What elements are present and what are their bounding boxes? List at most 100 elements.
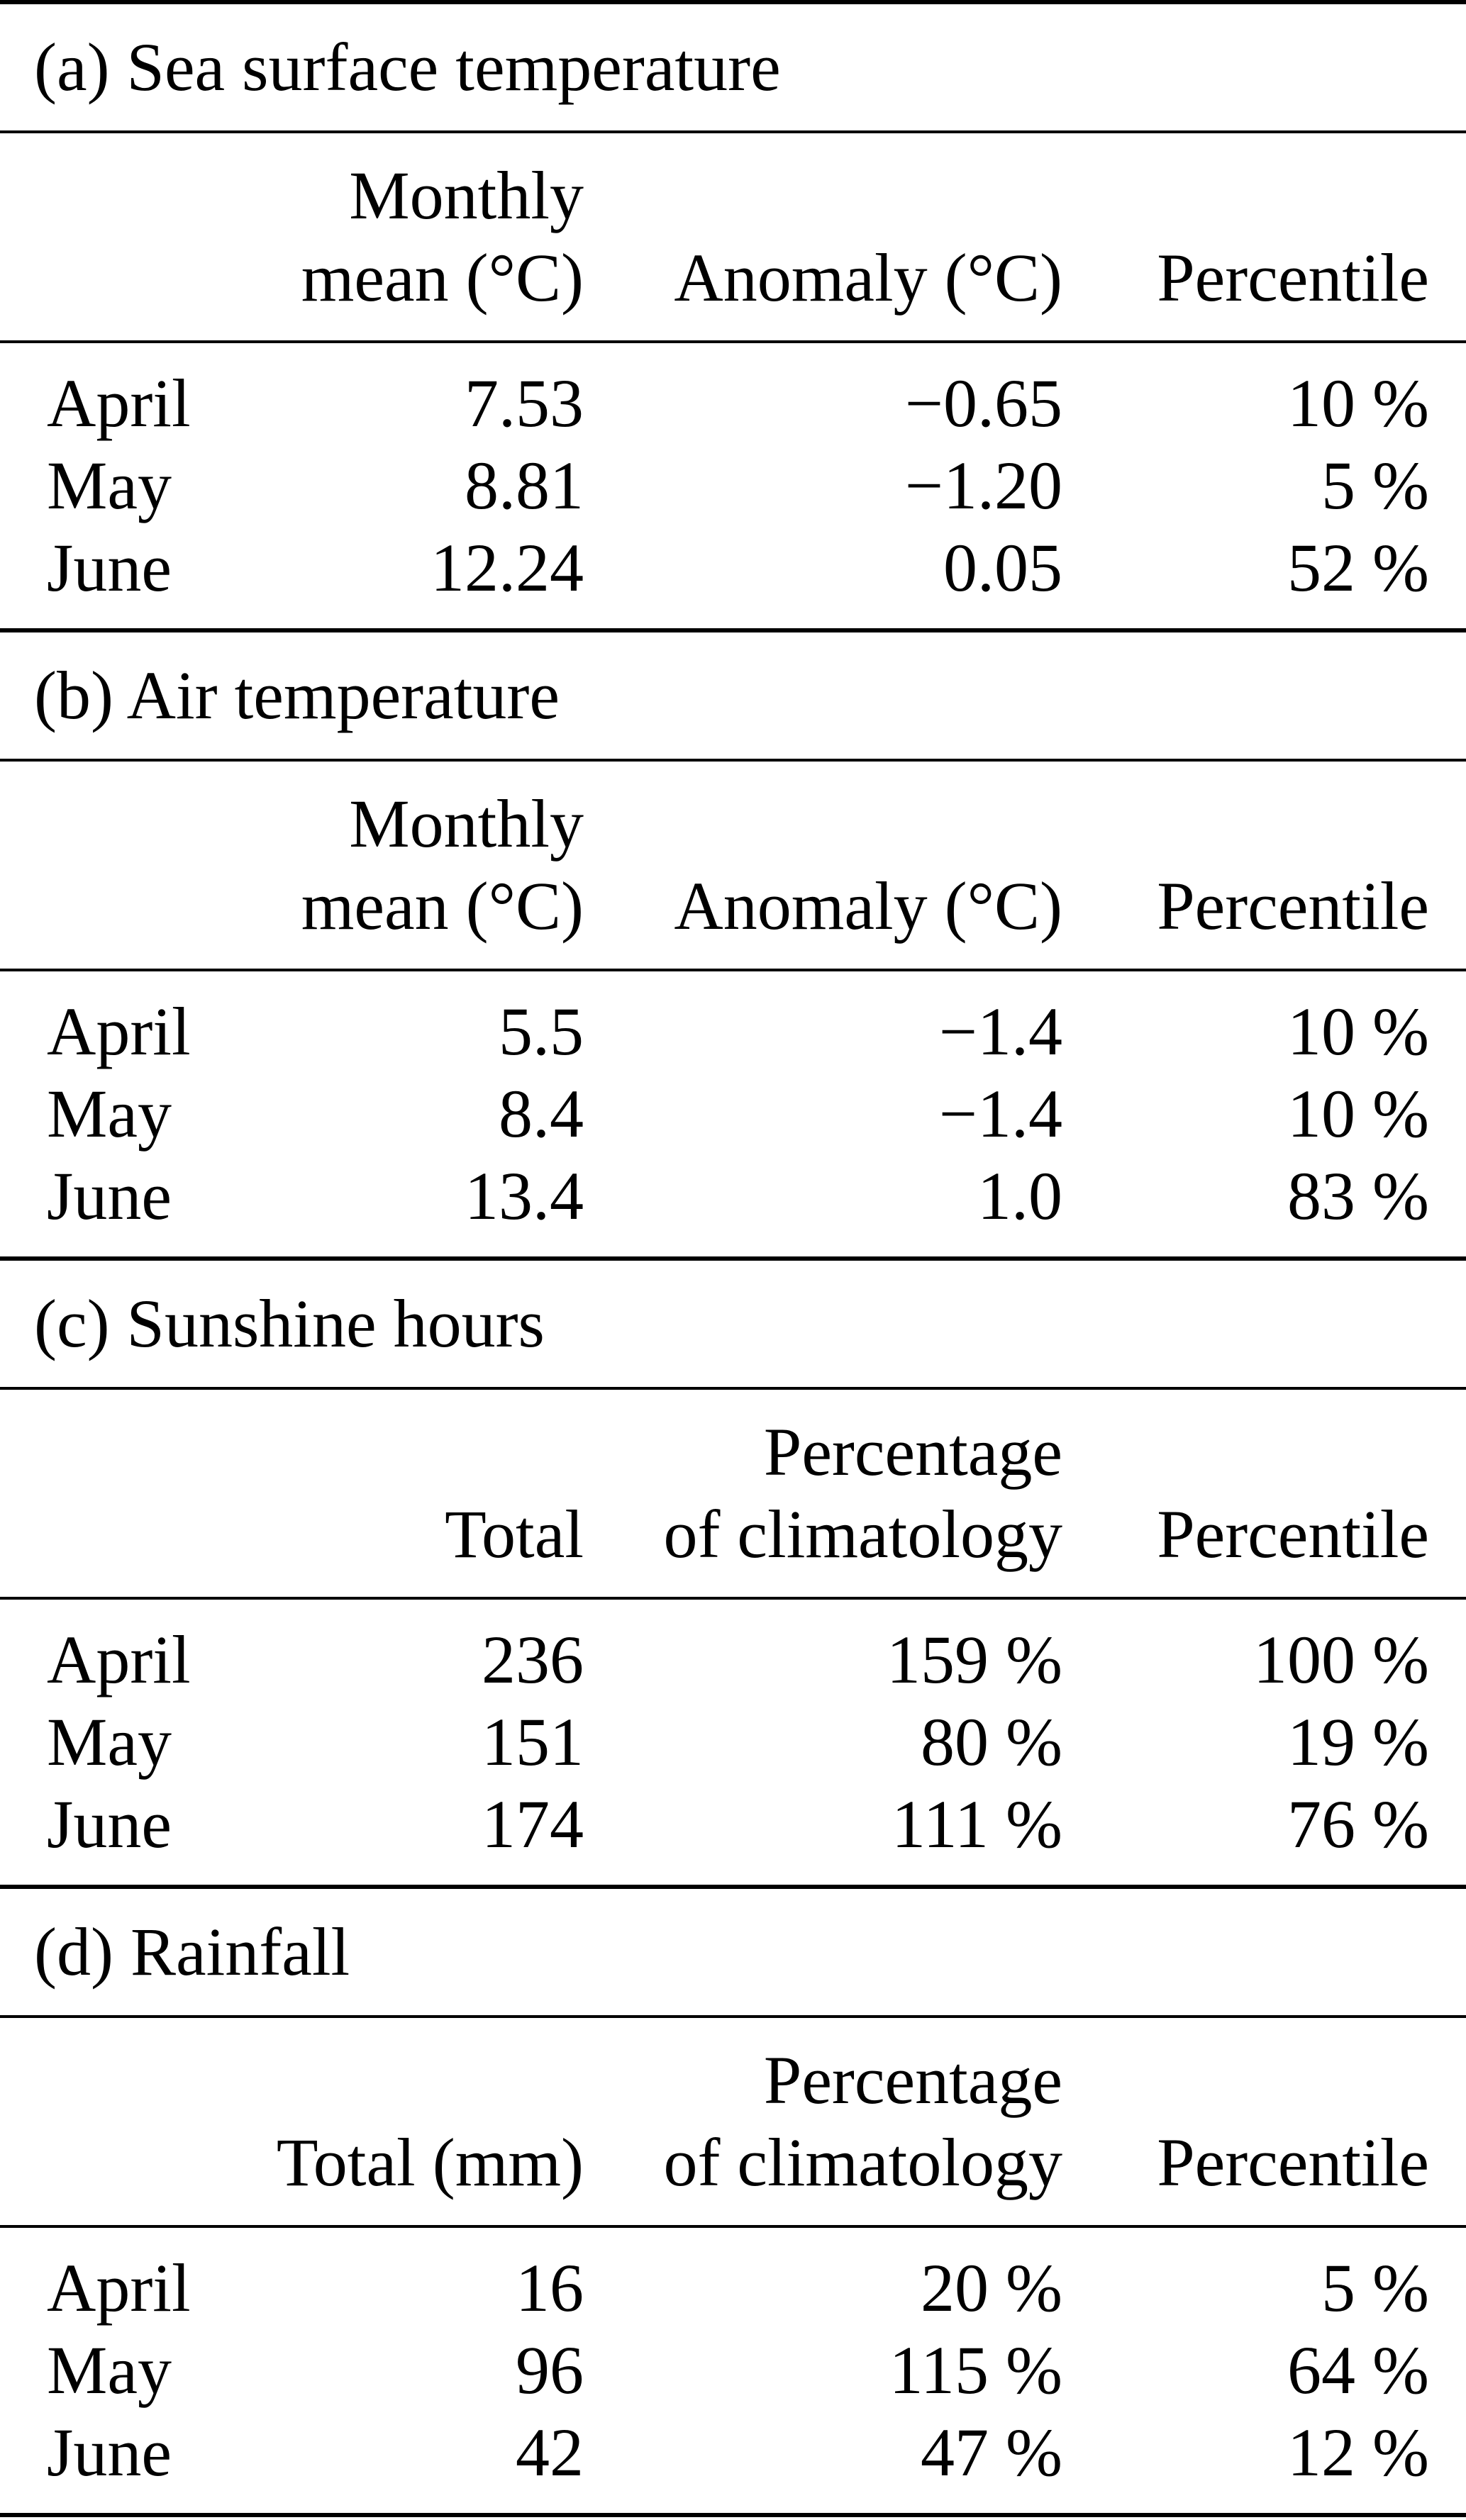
- cell-value: 80 %: [921, 1704, 1062, 1780]
- cell-value: 10 %: [1287, 365, 1429, 441]
- column-header: Percentage: [763, 2042, 1062, 2118]
- table-row: May 151 80 % 19 %: [0, 1701, 1466, 1783]
- column-header-block: Monthly mean (°C) Anomaly (°C) Percentil…: [0, 133, 1466, 340]
- header-row: Total (mm) of climatology Percentile: [0, 2122, 1466, 2204]
- table-row: June 13.4 1.0 83 %: [0, 1155, 1466, 1237]
- table-row: April 5.5 −1.4 10 %: [0, 991, 1466, 1073]
- rule: [0, 759, 1466, 762]
- rule: [0, 969, 1466, 971]
- table-row: June 12.24 0.05 52 %: [0, 527, 1466, 609]
- cell-value: 7.53: [465, 365, 584, 441]
- column-header: Monthly: [349, 786, 584, 862]
- section-sea-surface-temperature: (a) Sea surface temperature Monthly mean…: [0, 4, 1466, 628]
- section-title: (b) Air temperature: [34, 657, 560, 733]
- column-header: [47, 2122, 260, 2204]
- header-row: Monthly: [0, 155, 1466, 237]
- header-row: Percentage: [0, 1411, 1466, 1493]
- cell-value: 20 %: [921, 2250, 1062, 2326]
- cell-value: 0.05: [943, 530, 1062, 606]
- cell-value: 174: [482, 1786, 584, 1862]
- column-header: of climatology: [663, 2124, 1062, 2200]
- cell-value: 47 %: [921, 2414, 1062, 2490]
- cell-value: 10 %: [1287, 993, 1429, 1069]
- cell-value: 10 %: [1287, 1076, 1429, 1152]
- cell-month: May: [47, 1704, 172, 1780]
- cell-value: 64 %: [1287, 2332, 1429, 2408]
- cell-value: 13.4: [465, 1158, 584, 1234]
- rule: [0, 1597, 1466, 1600]
- cell-value: 159 %: [887, 1622, 1062, 1697]
- cell-month: June: [47, 2414, 172, 2490]
- cell-value: 100 %: [1253, 1622, 1429, 1697]
- table-row: May 96 115 % 64 %: [0, 2329, 1466, 2412]
- rule-bottom: [0, 2513, 1466, 2517]
- column-header: [1062, 783, 1429, 865]
- column-header: [47, 237, 260, 319]
- column-header: [584, 155, 1062, 237]
- cell-value: 83 %: [1287, 1158, 1429, 1234]
- column-header: Percentile: [1157, 2124, 1429, 2200]
- column-header: [1062, 2039, 1429, 2122]
- column-header: [260, 2039, 584, 2122]
- rule: [0, 340, 1466, 343]
- column-header: [1062, 1411, 1429, 1493]
- cell-month: June: [47, 1158, 172, 1234]
- cell-month: May: [47, 447, 172, 523]
- column-header: [47, 783, 260, 865]
- table-row: June 174 111 % 76 %: [0, 1783, 1466, 1866]
- data-rows: April 236 159 % 100 % May 151 80 % 19 % …: [0, 1600, 1466, 1885]
- header-row: Monthly: [0, 783, 1466, 865]
- column-header: [584, 783, 1062, 865]
- data-rows: April 7.53 −0.65 10 % May 8.81 −1.20 5 %…: [0, 343, 1466, 628]
- cell-value: 151: [482, 1704, 584, 1780]
- cell-month: April: [47, 1622, 191, 1697]
- cell-month: June: [47, 530, 172, 606]
- rule: [0, 2015, 1466, 2018]
- column-header: Percentage: [763, 1414, 1062, 1490]
- rule: [0, 1387, 1466, 1390]
- data-rows: April 5.5 −1.4 10 % May 8.4 −1.4 10 % Ju…: [0, 971, 1466, 1256]
- section-sunshine-hours: (c) Sunshine hours Percentage Total of c…: [0, 1261, 1466, 1885]
- cell-value: 19 %: [1287, 1704, 1429, 1780]
- column-header: Percentile: [1157, 1496, 1429, 1572]
- cell-value: 111 %: [892, 1786, 1062, 1862]
- header-row: Percentage: [0, 2039, 1466, 2122]
- column-header: mean (°C): [301, 868, 584, 944]
- cell-value: −1.20: [904, 447, 1062, 523]
- cell-value: 1.0: [977, 1158, 1062, 1234]
- rule-section-divider: [0, 628, 1466, 632]
- cell-value: 12 %: [1287, 2414, 1429, 2490]
- cell-value: 5.5: [499, 993, 584, 1069]
- cell-value: −1.4: [938, 1076, 1062, 1152]
- section-air-temperature: (b) Air temperature Monthly mean (°C) An…: [0, 632, 1466, 1256]
- column-header: [1062, 155, 1429, 237]
- column-header-block: Percentage Total (mm) of climatology Per…: [0, 2018, 1466, 2225]
- table-row: April 236 159 % 100 %: [0, 1619, 1466, 1701]
- column-header: Percentile: [1157, 868, 1429, 944]
- section-rainfall: (d) Rainfall Percentage Total (mm) of cl…: [0, 1889, 1466, 2513]
- section-title: (c) Sunshine hours: [34, 1286, 545, 1361]
- section-title: (d) Rainfall: [34, 1914, 350, 1990]
- rule-section-divider: [0, 1256, 1466, 1261]
- column-header: Anomaly (°C): [674, 240, 1062, 316]
- rule: [0, 2225, 1466, 2228]
- column-header: mean (°C): [301, 240, 584, 316]
- table-row: May 8.81 −1.20 5 %: [0, 445, 1466, 527]
- cell-month: May: [47, 1076, 172, 1152]
- cell-value: 42: [516, 2414, 584, 2490]
- header-row: mean (°C) Anomaly (°C) Percentile: [0, 865, 1466, 947]
- column-header: [47, 2039, 260, 2122]
- data-rows: April 16 20 % 5 % May 96 115 % 64 % June…: [0, 2228, 1466, 2513]
- cell-value: −1.4: [938, 993, 1062, 1069]
- cell-value: 5 %: [1321, 447, 1429, 523]
- rule: [0, 130, 1466, 133]
- cell-value: 12.24: [431, 530, 584, 606]
- cell-month: April: [47, 365, 191, 441]
- cell-value: 96: [516, 2332, 584, 2408]
- column-header: Total: [445, 1496, 584, 1572]
- section-title: (a) Sea surface temperature: [34, 29, 781, 105]
- cell-value: 115 %: [889, 2332, 1062, 2408]
- cell-month: April: [47, 993, 191, 1069]
- header-row: mean (°C) Anomaly (°C) Percentile: [0, 237, 1466, 319]
